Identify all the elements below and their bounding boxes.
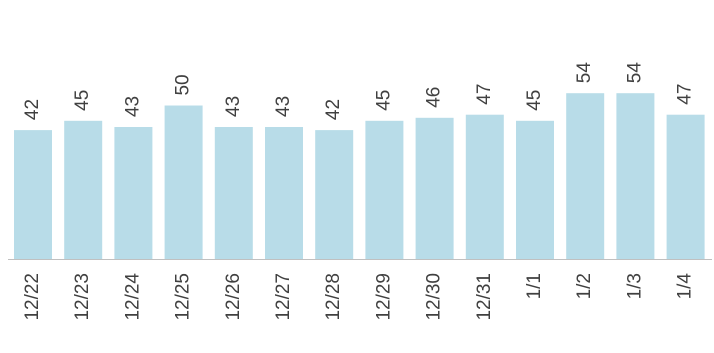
bar-1-1 (516, 120, 554, 259)
bars-group (14, 93, 705, 259)
value-label-12-22: 42 (22, 99, 43, 120)
value-label-12-29: 45 (373, 90, 394, 111)
value-label-1-3: 54 (624, 62, 645, 84)
bar-12-26 (214, 127, 253, 259)
value-label-1-4: 47 (675, 84, 696, 105)
tick-label-1-3: 1/3 (624, 273, 645, 299)
value-label-12-25: 50 (173, 74, 194, 95)
value-label-12-30: 46 (424, 87, 445, 108)
tick-label-1-4: 1/4 (675, 273, 696, 300)
bar-12-24 (114, 127, 153, 259)
bar-12-27 (265, 127, 303, 259)
value-label-12-23: 45 (72, 90, 93, 111)
tick-label-12-28: 12/28 (323, 273, 344, 321)
tick-label-12-30: 12/30 (424, 273, 445, 321)
value-label-1-1: 45 (524, 90, 545, 111)
value-label-12-28: 42 (323, 99, 344, 120)
value-labels-group: 42 45 43 50 43 43 42 45 46 47 45 54 54 47 (22, 62, 696, 120)
bar-12-29 (365, 120, 404, 259)
bar-1-4 (666, 114, 705, 259)
value-label-1-2: 54 (574, 62, 595, 84)
bar-12-23 (64, 120, 103, 259)
tick-label-1-2: 1/2 (574, 273, 595, 299)
x-tick-labels-group: 12/22 12/23 12/24 12/25 12/26 12/27 12/28 12/29… (22, 273, 696, 321)
tick-label-12-29: 12/29 (373, 273, 394, 321)
bar-12-31 (465, 114, 504, 259)
tick-label-12-25: 12/25 (173, 273, 194, 321)
bar-12-28 (315, 130, 354, 259)
value-label-12-26: 43 (223, 96, 244, 117)
tick-label-12-23: 12/23 (72, 273, 93, 321)
bar-12-25 (164, 105, 203, 259)
tick-label-12-31: 12/31 (474, 273, 495, 321)
value-label-12-27: 43 (273, 96, 294, 117)
value-label-12-24: 43 (122, 96, 143, 117)
tick-label-12-22: 12/22 (22, 273, 43, 321)
bar-1-2 (566, 93, 605, 259)
tick-label-12-26: 12/26 (223, 273, 244, 321)
bar-12-22 (14, 130, 52, 259)
bar-12-30 (415, 117, 454, 259)
bar-1-3 (616, 93, 655, 259)
tick-label-1-1: 1/1 (524, 273, 545, 299)
tick-label-12-24: 12/24 (122, 273, 143, 321)
tick-label-12-27: 12/27 (273, 273, 294, 321)
value-label-12-31: 47 (474, 84, 495, 105)
